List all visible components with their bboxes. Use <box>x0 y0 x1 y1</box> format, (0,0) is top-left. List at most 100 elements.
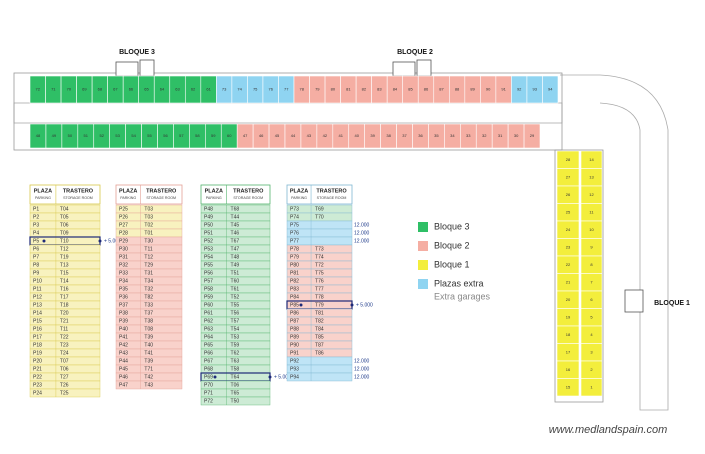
trastero: T63 <box>231 358 240 364</box>
plaza: P87 <box>290 318 299 324</box>
spot-number: 1 <box>590 384 593 389</box>
price-note: 12.000 <box>354 230 370 236</box>
spot-number: 8 <box>590 262 593 267</box>
spot-number: 62 <box>191 87 196 92</box>
plaza: P51 <box>204 230 213 236</box>
plaza: P53 <box>204 246 213 252</box>
spot-number: 80 <box>331 87 336 92</box>
plaza: P1 <box>33 206 39 212</box>
table-row <box>200 396 271 406</box>
trastero: T03 <box>144 206 153 212</box>
spot-number: 50 <box>68 133 73 138</box>
spot-number: 48 <box>36 133 41 138</box>
plaza: P38 <box>119 310 128 316</box>
spot-number: 20 <box>566 297 571 302</box>
plaza: P74 <box>290 214 299 220</box>
spot-number: 4 <box>590 332 593 337</box>
trastero: T19 <box>60 254 69 260</box>
trastero: T84 <box>315 326 324 332</box>
trastero: T59 <box>231 342 240 348</box>
spot-number: 93 <box>532 87 537 92</box>
plaza: P25 <box>119 206 128 212</box>
price-note: + 5.000 <box>274 374 291 380</box>
trastero: T15 <box>60 270 69 276</box>
plaza: P17 <box>33 334 42 340</box>
subheader: STORAGE ROOM <box>233 196 263 200</box>
spot-number: 22 <box>566 262 571 267</box>
trastero: T39 <box>144 358 153 364</box>
spot-number: 52 <box>99 133 104 138</box>
spot-number: 73 <box>222 87 227 92</box>
trastero: T11 <box>60 326 68 332</box>
legend-label: Plazas extra <box>434 278 484 288</box>
plaza: P27 <box>119 222 128 228</box>
trastero: T85 <box>315 334 324 340</box>
subheader: STORAGE ROOM <box>146 196 176 200</box>
plaza: P30 <box>119 246 128 252</box>
trastero: T02 <box>144 222 153 228</box>
spot-number: 90 <box>486 87 491 92</box>
plaza: P67 <box>204 358 213 364</box>
plaza: P34 <box>119 278 128 284</box>
spot-number: 61 <box>206 87 211 92</box>
plaza: P36 <box>119 294 128 300</box>
stairs <box>624 289 644 313</box>
spot-number: 63 <box>175 87 180 92</box>
plaza: P13 <box>33 302 42 308</box>
spot-number: 30 <box>514 133 519 138</box>
plaza: P50 <box>204 222 213 228</box>
marker <box>268 375 272 379</box>
plaza: P44 <box>119 358 128 364</box>
plaza: P47 <box>119 382 128 388</box>
ramp <box>560 74 669 411</box>
trastero: T56 <box>231 310 240 316</box>
legend-swatch <box>418 241 428 251</box>
spot-number: 19 <box>566 314 571 319</box>
trastero: T58 <box>231 366 240 372</box>
spot-number: 60 <box>227 133 232 138</box>
spot-number: 33 <box>466 133 471 138</box>
outline-right <box>554 149 604 403</box>
trastero: T45 <box>231 222 240 228</box>
trastero: T27 <box>60 374 69 380</box>
plaza: P49 <box>204 214 213 220</box>
plaza: P12 <box>33 294 42 300</box>
trastero: T21 <box>60 318 69 324</box>
subheader: PARKING <box>291 196 307 200</box>
spot-number: 71 <box>51 87 56 92</box>
spot-number: 43 <box>307 133 312 138</box>
plaza: P41 <box>119 334 128 340</box>
price-note: 12.000 <box>354 222 370 228</box>
spot-number: 9 <box>590 244 593 249</box>
plaza: P21 <box>33 366 42 372</box>
legend-label: Bloque 3 <box>434 221 470 231</box>
spot-number: 51 <box>84 133 89 138</box>
trastero: T26 <box>60 382 69 388</box>
price-note: 12.000 <box>354 374 370 380</box>
spot-number: 2 <box>590 367 593 372</box>
trastero: T25 <box>60 390 69 396</box>
trastero: T08 <box>144 326 153 332</box>
parking-spot <box>556 378 580 397</box>
spot-number: 77 <box>284 87 289 92</box>
legend-label: Bloque 1 <box>434 259 470 269</box>
trastero: T13 <box>60 262 69 268</box>
spot-number: 35 <box>434 133 439 138</box>
spot-number: 79 <box>315 87 320 92</box>
trastero: T69 <box>315 206 324 212</box>
trastero: T32 <box>144 286 153 292</box>
header: PLAZA <box>290 188 308 194</box>
trastero: T38 <box>144 318 153 324</box>
trastero: T73 <box>315 246 324 252</box>
plaza: P82 <box>290 278 299 284</box>
spot-number: 69 <box>82 87 87 92</box>
plaza: P63 <box>204 326 213 332</box>
trastero: T01 <box>144 230 153 236</box>
spot-number: 41 <box>339 133 344 138</box>
header: TRASTERO <box>146 188 177 194</box>
plaza: P75 <box>290 222 299 228</box>
spot-number: 65 <box>144 87 149 92</box>
plaza: P61 <box>204 310 213 316</box>
plaza: P70 <box>204 382 213 388</box>
